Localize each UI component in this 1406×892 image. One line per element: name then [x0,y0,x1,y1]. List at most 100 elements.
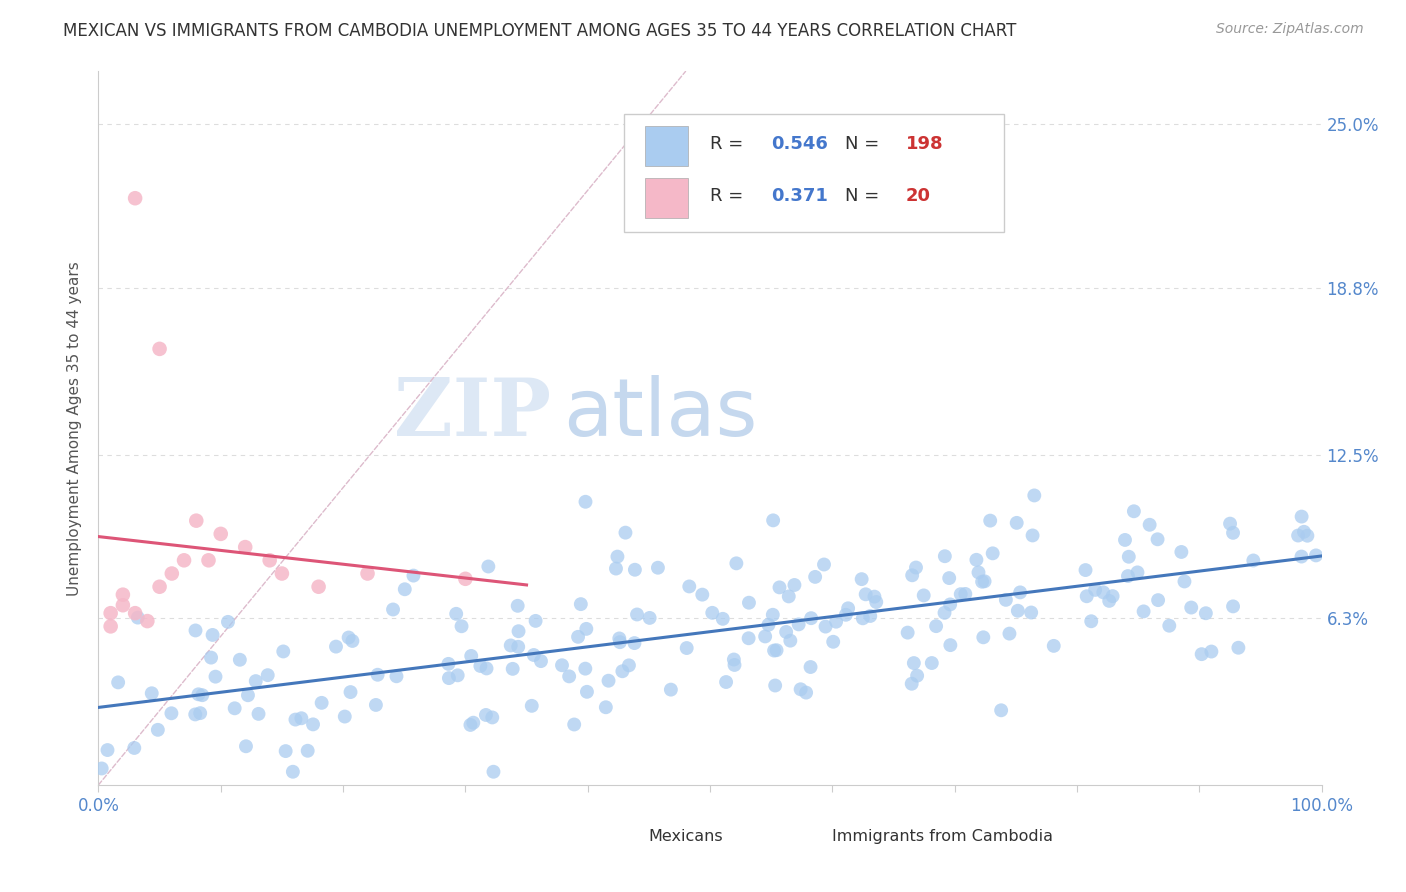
Point [508,640,530,654]
Point [96,743,118,757]
Text: 0.546: 0.546 [772,136,828,153]
Bar [790,823,824,851]
Point [723,652,745,666]
Bar [606,823,640,851]
Point [1222,599,1244,614]
Point [1101,589,1123,603]
Point [367,667,389,681]
Point [184,624,207,638]
Point [763,678,786,692]
Point [737,632,759,646]
Point [146,723,169,737]
Point [1147,593,1170,607]
Point [1021,528,1043,542]
Y-axis label: Unemployment Among Ages 35 to 44 years: Unemployment Among Ages 35 to 44 years [67,260,83,596]
Point [124,191,146,205]
Point [477,559,499,574]
Point [256,668,278,682]
Point [520,698,543,713]
Point [274,744,297,758]
Point [762,513,785,527]
Point [939,598,962,612]
Point [855,587,877,601]
Point [100,606,122,620]
Point [768,581,790,595]
Text: Mexicans: Mexicans [648,829,724,844]
Point [523,648,546,662]
Point [949,587,972,601]
Point [837,601,859,615]
Point [692,588,714,602]
Point [967,566,990,580]
Point [394,582,416,597]
Text: 0.371: 0.371 [772,187,828,205]
Point [1132,604,1154,618]
Point [302,717,325,731]
Point [149,342,172,356]
Text: Immigrants from Cambodia: Immigrants from Cambodia [832,829,1053,844]
Point [186,514,208,528]
Point [460,648,482,663]
Point [955,587,977,601]
Point [1116,569,1139,583]
Point [270,566,294,581]
Point [1118,549,1140,564]
Bar [645,178,688,218]
Point [385,669,408,683]
Point [994,592,1017,607]
Point [617,658,640,673]
Point [1296,529,1319,543]
Point [1222,525,1244,540]
Point [623,636,645,650]
Point [921,656,943,670]
Point [475,708,498,723]
Text: 20: 20 [905,187,931,205]
Point [574,495,596,509]
Point [499,639,522,653]
Point [245,674,267,689]
Point [1286,528,1309,542]
Point [939,638,962,652]
Point [482,764,505,779]
Point [598,673,620,688]
Point [725,557,748,571]
Point [938,571,960,585]
Point [934,606,956,620]
Point [136,614,159,628]
Point [339,685,361,699]
Point [973,574,995,589]
Point [624,563,647,577]
Point [754,629,776,643]
Point [502,662,524,676]
Point [1074,563,1097,577]
Point [337,631,360,645]
Point [863,590,886,604]
Point [738,596,761,610]
Point [804,570,827,584]
Point [783,578,806,592]
Point [1080,614,1102,628]
Point [290,711,312,725]
Point [1305,549,1327,563]
Point [90,762,112,776]
Point [1005,516,1028,530]
Point [779,633,801,648]
Point [1098,594,1121,608]
Point [851,572,873,586]
Point [647,560,669,574]
Text: N =: N = [845,187,884,205]
Point [1084,582,1107,597]
Point [1126,566,1149,580]
Point [1146,533,1168,547]
Point [998,626,1021,640]
Point [100,619,122,633]
Point [209,527,232,541]
Point [173,553,195,567]
Point [711,612,734,626]
Point [124,606,146,620]
Point [903,656,925,670]
Point [111,599,134,613]
Point [778,590,800,604]
Point [444,607,467,621]
Point [308,580,330,594]
